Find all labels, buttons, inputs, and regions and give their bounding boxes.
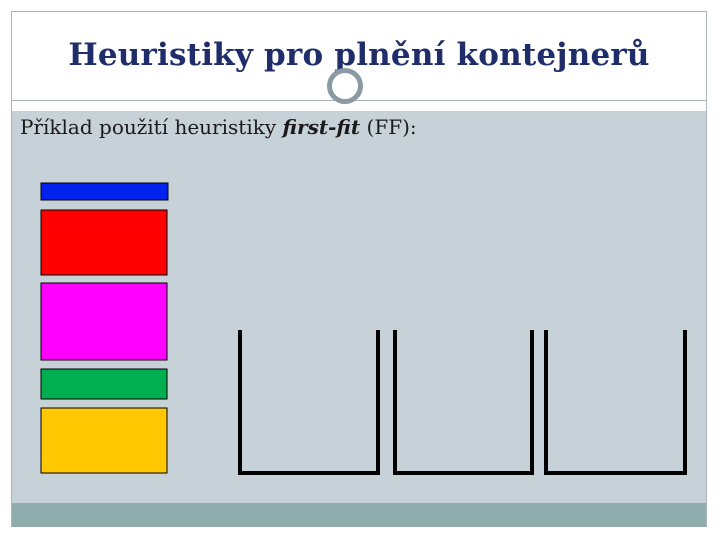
bin-3 — [544, 330, 687, 475]
items-column — [40, 182, 169, 474]
item-red — [40, 209, 168, 276]
item-magenta — [40, 282, 168, 361]
bin-2 — [393, 330, 534, 475]
circle-ornament — [327, 68, 363, 104]
example-caption: Příklad použití heuristiky first-fit (FF… — [20, 115, 417, 139]
caption-suffix: (FF): — [360, 115, 417, 139]
item-blue — [40, 182, 169, 201]
slide-title: Heuristiky pro plnění kontejnerů — [68, 37, 650, 73]
caption-prefix: Příklad použití heuristiky — [20, 115, 283, 139]
caption-method: first-fit — [282, 115, 361, 139]
item-green — [40, 368, 168, 400]
footer-bar — [12, 503, 706, 527]
bin-1 — [238, 330, 380, 475]
item-yellow — [40, 407, 168, 474]
bins-row — [238, 330, 687, 475]
